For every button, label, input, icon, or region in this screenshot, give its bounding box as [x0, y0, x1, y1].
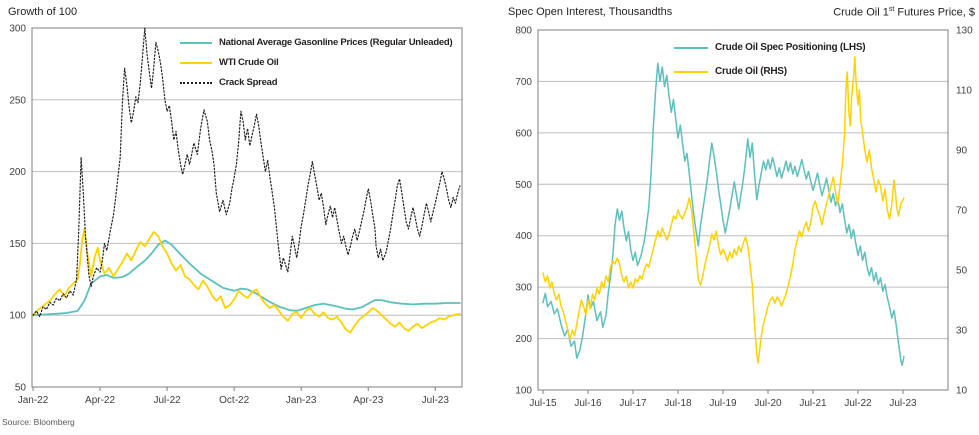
x-axis-tick-label: Jul-21: [799, 398, 827, 409]
y-axis-tick-label: 250: [9, 95, 26, 106]
y-axis-tick-label: 150: [9, 239, 26, 250]
left-chart-panel: Growth of 100 Jan-22 Apr-22 Jul-22 Oct-22 Ja…: [2, 6, 463, 427]
spec-positioning-line-swatch: [674, 46, 708, 49]
y-axis-tick-label-right: 130: [956, 26, 973, 37]
right-chart-left-axis-title: Spec Open Interest, Thousandths: [508, 6, 673, 18]
x-axis-tick-label: Jul-20: [754, 398, 782, 409]
legend-label: Crude Oil (RHS): [715, 66, 787, 77]
right-title-text: Futures Price, $: [894, 6, 975, 19]
y-axis-tick-label: 300: [515, 283, 532, 294]
y-axis-tick-label: 500: [515, 180, 532, 191]
x-axis-tick-label: Jul-17: [619, 398, 647, 409]
y-axis-tick-label: 200: [9, 167, 26, 178]
x-axis-tick-label: Apr-23: [353, 395, 383, 406]
x-axis-tick-label: Jul-16: [574, 398, 602, 409]
series-line-0: [542, 62, 905, 367]
legend-label: Crack Spread: [219, 77, 278, 88]
series-line-0: [32, 239, 461, 317]
x-axis-tick-label: Jan-23: [286, 395, 317, 406]
legend-label: National Average Gasonline Prices (Regul…: [219, 37, 453, 48]
left-chart-title: Growth of 100: [8, 6, 78, 18]
crack-spread-line-swatch: [180, 81, 212, 84]
x-axis-tick-label: Jul-19: [709, 398, 737, 409]
left-chart-plot: Jan-22 Apr-22 Jul-22 Oct-22 Jan-23 Apr-23 Jul-…: [9, 24, 463, 406]
legend-item-crack-spread: Crack Spread: [180, 77, 452, 88]
y-axis-tick-label: 600: [515, 128, 532, 139]
y-axis-tick-label-right: 10: [956, 386, 968, 397]
x-axis-tick-label: Jul-22: [153, 395, 181, 406]
legend-label: Crude Oil Spec Positioning (LHS): [715, 42, 866, 53]
y-axis-tick-label-right: 110: [956, 86, 972, 97]
series-line-2: [32, 27, 461, 318]
y-axis-tick-label-right: 70: [956, 206, 968, 217]
y-axis-tick-label: 800: [515, 26, 532, 37]
legend-item-spec-positioning: Crude Oil Spec Positioning (LHS): [674, 42, 866, 53]
legend-label: WTI Crude Oil: [219, 57, 279, 68]
x-axis-tick-label: Apr-22: [85, 395, 115, 406]
y-axis-tick-label-right: 50: [956, 266, 968, 277]
x-axis-tick-label: Jul-15: [529, 398, 557, 409]
x-axis-tick-label: Jul-18: [664, 398, 692, 409]
legend-item-gasoline: National Average Gasonline Prices (Regul…: [180, 37, 453, 48]
right-chart-panel: Spec Open Interest, Thousandths Crude Oi…: [500, 0, 979, 435]
y-axis-tick-label: 50: [15, 383, 27, 394]
left-chart-legend: National Average Gasonline Prices (Regul…: [180, 37, 453, 88]
right-chart-plot: Jul-15 Jul-16 Jul-17 Jul-18 Jul-19 Jul-20 Jul-…: [515, 26, 973, 410]
x-axis-tick-label: Oct-22: [219, 395, 249, 406]
x-axis-tick-label: Jan-22: [18, 395, 49, 406]
plot-frame: [31, 27, 463, 388]
legend-item-crude-oil: Crude Oil (RHS): [674, 66, 865, 77]
x-axis-tick-label: Jul-23: [422, 395, 450, 406]
y-axis-tick-label: 200: [515, 334, 532, 345]
source-note: Source: Bloomberg: [2, 417, 75, 427]
y-axis-tick-label-right: 90: [956, 146, 968, 157]
right-chart-legend: Crude Oil Spec Positioning (LHS) Crude O…: [674, 42, 866, 77]
y-axis-tick-label: 300: [9, 24, 26, 35]
y-axis-tick-label: 700: [515, 77, 532, 88]
x-axis-tick-label: Jul-23: [889, 398, 917, 409]
y-axis-tick-label-right: 30: [956, 326, 968, 337]
y-axis-tick-label: 100: [9, 311, 26, 322]
series-line-1: [542, 56, 905, 364]
legend-item-wti: WTI Crude Oil: [180, 57, 452, 68]
series-line-1: [32, 228, 461, 334]
y-axis-tick-label: 100: [515, 386, 532, 397]
right-title-superscript: st: [888, 6, 895, 13]
right-chart-right-axis-title: Crude Oil 1st Futures Price, $: [833, 6, 975, 19]
y-axis-tick-label: 400: [515, 231, 532, 242]
gasoline-line-swatch: [180, 41, 212, 44]
x-axis-tick-label: Jul-22: [844, 398, 872, 409]
right-title-text: Crude Oil 1: [833, 6, 889, 19]
wti-line-swatch: [180, 61, 212, 64]
crude-oil-line-swatch: [674, 70, 708, 73]
plot-frame: [537, 29, 949, 391]
